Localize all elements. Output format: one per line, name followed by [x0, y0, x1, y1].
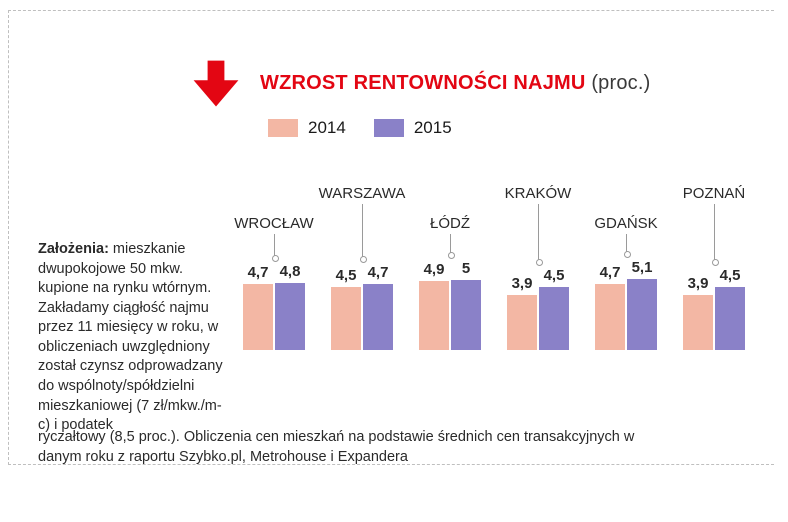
bar-group: 3,94,5 KRAKÓW [497, 170, 579, 350]
leader-line [450, 234, 451, 257]
bar-2014: 4,7 [243, 284, 273, 350]
city-label: WROCŁAW [234, 215, 313, 232]
bar-2014: 4,7 [595, 284, 625, 350]
bar-group: 4,54,7 WARSZAWA [321, 170, 403, 350]
bar-2015: 5,1 [627, 279, 657, 350]
assumptions-label: Założenia: [38, 241, 109, 257]
legend: 2014 2015 [268, 118, 452, 138]
city-label: KRAKÓW [505, 185, 572, 202]
legend-label-2015: 2015 [414, 118, 452, 138]
leader-line [714, 204, 715, 264]
title-row: WZROST RENTOWNOŚCI NAJMU (proc.) [188, 55, 651, 111]
bar-chart: 4,74,8WROCŁAW4,54,7WARSZAWA4,95ŁÓDŹ3,94,… [233, 170, 763, 350]
bar-pair: 3,94,5 [507, 287, 569, 350]
leader-line [274, 234, 275, 260]
bar-value-2015: 4,7 [363, 264, 393, 281]
leader-line [362, 204, 363, 261]
city-label: ŁÓDŹ [430, 215, 470, 232]
legend-item-2015: 2015 [374, 118, 452, 138]
chart-title: WZROST RENTOWNOŚCI NAJMU (proc.) [260, 72, 651, 95]
bar-value-2015: 4,5 [539, 267, 569, 284]
assumptions-note-wide: ryczałtowy (8,5 proc.). Obliczenia cen m… [38, 428, 658, 467]
bar-2014: 4,5 [331, 287, 361, 350]
bar-value-2015: 4,8 [275, 263, 305, 280]
legend-label-2014: 2014 [308, 118, 346, 138]
assumptions-note-narrow: Założenia: mieszkanie dwupokojowe 50 mkw… [38, 240, 228, 436]
bar-value-2014: 4,9 [419, 261, 449, 278]
down-arrow-path [194, 61, 239, 107]
bar-value-2015: 4,5 [715, 267, 745, 284]
bar-value-2014: 3,9 [683, 275, 713, 292]
bar-2015: 4,5 [715, 287, 745, 350]
bar-2015: 5 [451, 280, 481, 350]
bar-group: 4,74,8 WROCŁAW [233, 170, 315, 350]
leader-line [538, 204, 539, 264]
city-label: POZNAŃ [683, 185, 746, 202]
bar-pair: 4,74,8 [243, 283, 305, 350]
bar-group: 4,95 ŁÓDŹ [409, 170, 491, 350]
bar-value-2015: 5 [451, 260, 481, 277]
leader-line [626, 234, 627, 256]
assumptions-text-narrow: mieszkanie dwupokojowe 50 mkw. kupione n… [38, 241, 223, 433]
bar-value-2014: 4,7 [595, 264, 625, 281]
assumptions-text-wide: ryczałtowy (8,5 proc.). Obliczenia cen m… [38, 429, 634, 465]
city-label: GDAŃSK [594, 215, 657, 232]
bar-2015: 4,8 [275, 283, 305, 350]
bar-pair: 4,95 [419, 280, 481, 350]
bar-value-2014: 4,5 [331, 267, 361, 284]
bar-value-2014: 3,9 [507, 275, 537, 292]
city-label: WARSZAWA [319, 185, 406, 202]
bar-2014: 3,9 [683, 295, 713, 350]
bar-value-2014: 4,7 [243, 264, 273, 281]
bar-2014: 4,9 [419, 281, 449, 350]
bar-value-2015: 5,1 [627, 259, 657, 276]
legend-swatch-2014 [268, 119, 298, 137]
legend-item-2014: 2014 [268, 118, 346, 138]
bar-2015: 4,7 [363, 284, 393, 350]
down-arrow-icon [188, 55, 244, 111]
bar-2015: 4,5 [539, 287, 569, 350]
bar-2014: 3,9 [507, 295, 537, 350]
bar-pair: 3,94,5 [683, 287, 745, 350]
content-area: WZROST RENTOWNOŚCI NAJMU (proc.) 2014 20… [8, 10, 774, 510]
bar-pair: 4,54,7 [331, 284, 393, 350]
bar-group: 3,94,5 POZNAŃ [673, 170, 755, 350]
bar-group: 4,75,1 GDAŃSK [585, 170, 667, 350]
bar-pair: 4,75,1 [595, 279, 657, 350]
title-strong: WZROST RENTOWNOŚCI NAJMU [260, 72, 586, 94]
legend-swatch-2015 [374, 119, 404, 137]
title-unit: (proc.) [591, 72, 650, 94]
